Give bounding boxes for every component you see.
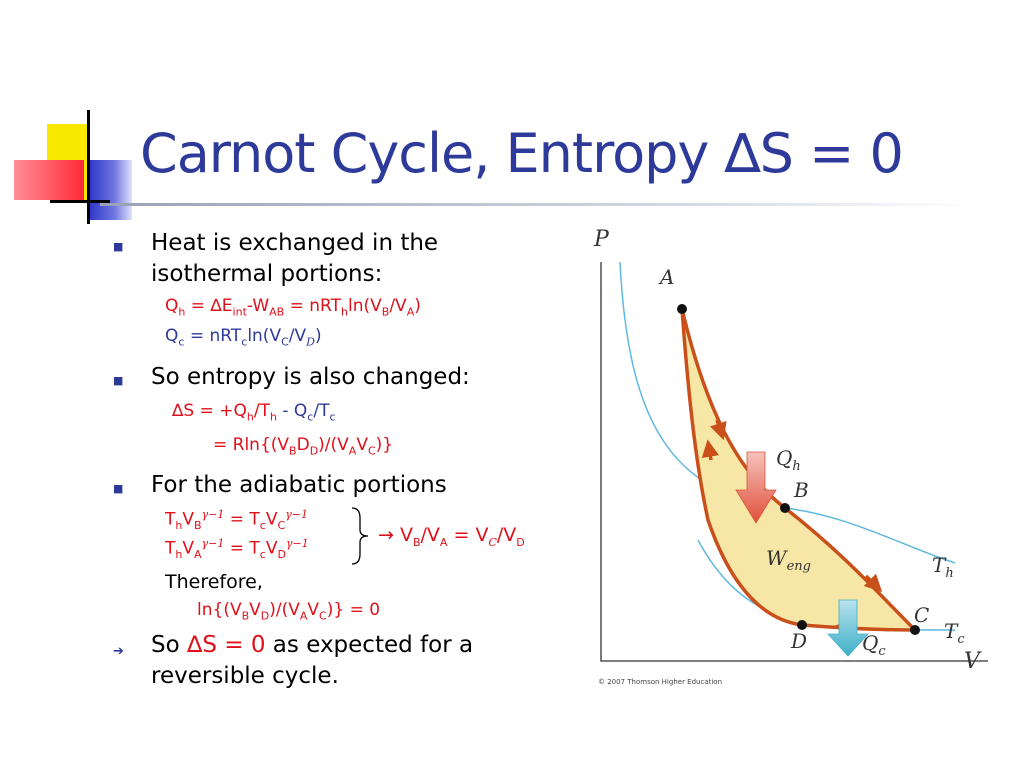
equation-qh: Qh = ∆Eint-WAB = nRThln(VB/VA) [165, 296, 421, 319]
point-c [910, 625, 920, 635]
text-therefore: Therefore, [165, 571, 263, 593]
point-a [677, 304, 687, 314]
weng-label: Weng [766, 546, 811, 574]
direction-arrow [863, 573, 883, 593]
point-c-label: C [914, 603, 929, 627]
direction-arrow [709, 419, 727, 441]
title-divider [100, 203, 980, 206]
equation-adiabatic-bc: ThVBγ−1 = TcVCγ−1 [165, 508, 308, 533]
decor-red-block [14, 160, 84, 200]
arrow-bullet-icon: ➔ [113, 644, 124, 659]
point-d-label: D [790, 629, 807, 653]
bullet-text-line: Heat is exchanged in the [151, 230, 439, 256]
copyright-text: © 2007 Thomson Higher Education [598, 678, 723, 686]
th-label: Th [932, 553, 954, 581]
point-b [780, 503, 790, 513]
bullet-heat-exchanged: Heat is exchanged in the isothermal port… [151, 228, 438, 290]
brace-icon [351, 507, 369, 565]
bullet-marker: ■ [113, 482, 124, 495]
bullet-marker: ■ [113, 374, 124, 387]
bullet-conclusion: So ∆S = 0 as expected for a reversible c… [151, 632, 474, 689]
tc-label: Tc [944, 619, 965, 647]
equation-volume-ratio: → VB/VA = VC/VD [378, 524, 525, 549]
equation-ln-result: ln{(VBVD)/(VAVC)} = 0 [197, 600, 381, 623]
direction-arrow [701, 439, 720, 461]
point-b-label: B [793, 478, 809, 502]
bullet-marker: ■ [113, 240, 124, 253]
equation-adiabatic-da: ThVAγ−1 = TcVDγ−1 [165, 537, 309, 562]
pv-axes [600, 262, 988, 662]
page-title: Carnot Cycle, Entropy ∆S = 0 [140, 122, 904, 185]
isotherm-cd-path [801, 623, 916, 632]
adiabat-da-path [680, 308, 803, 627]
equation-delta-s: ∆S = +Qh/Th - Qc/Tc [172, 401, 336, 424]
axis-p-label: P [593, 227, 610, 252]
bullet-adiabatic: For the adiabatic portions [151, 472, 447, 498]
axis-v-label: V [964, 649, 982, 674]
qh-label: Qh [776, 446, 801, 474]
heat-out-arrow [827, 599, 869, 657]
bullet-text-line: isothermal portions: [151, 261, 383, 287]
equation-qc: Qc = nRTcln(VC/VD) [165, 326, 322, 349]
pv-diagram: P V A B C D Qh Qc Weng Th Tc [593, 227, 988, 674]
decor-horizontal-line [50, 200, 110, 203]
adiabat-bc-path [783, 506, 917, 632]
equation-delta-s-result: = Rln{(VBDD)/(VAVC)} [213, 435, 394, 458]
point-a-label: A [658, 265, 674, 289]
cycle-region [682, 309, 915, 630]
bullet-entropy-changed: So entropy is also changed: [151, 364, 470, 390]
decor-blue-block [88, 160, 132, 220]
point-d [797, 620, 807, 630]
heat-in-arrow [735, 451, 777, 524]
qc-label: Qc [862, 631, 886, 659]
decor-vertical-line [87, 110, 90, 224]
